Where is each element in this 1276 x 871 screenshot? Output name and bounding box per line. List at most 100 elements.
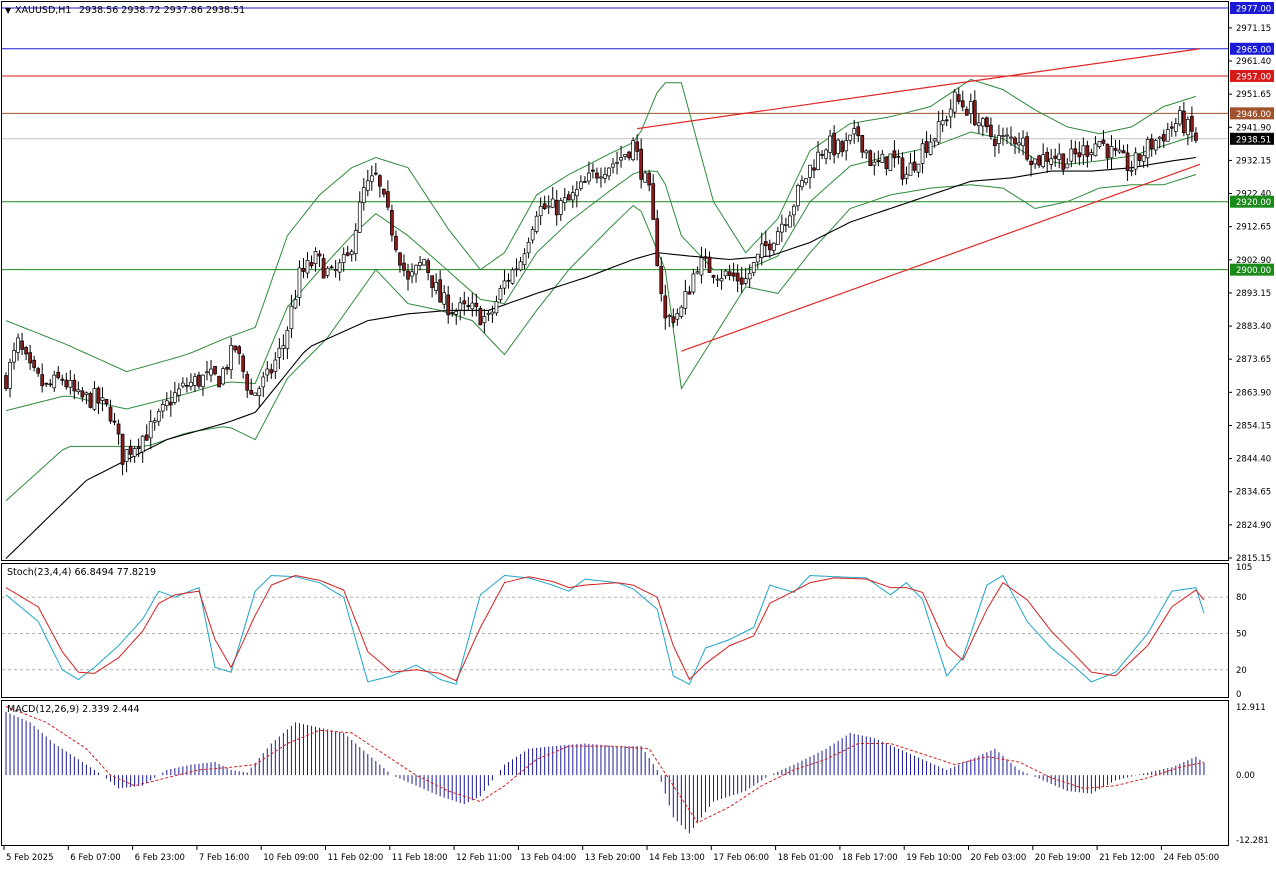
candle-bear [382,188,386,195]
candle-bear [635,141,639,152]
candle-bear [430,275,434,288]
time-tick-label: 13 Feb 20:00 [585,853,641,863]
candle-bull [414,264,418,275]
time-tick-label: 5 Feb 2025 [6,853,54,863]
candle-bear [583,181,587,183]
candle-bull [623,154,627,157]
candle-bear [876,160,881,163]
bollinger-lower [5,174,1197,502]
candle-bull [562,197,567,204]
candle-bull [723,270,728,277]
candle-bear [703,256,708,259]
candle-bear [1073,148,1078,155]
candle-bear [44,382,49,385]
candle-bull [297,267,302,298]
candle-bull [1173,123,1178,132]
price-tick-label: 2922.40 [1236,190,1271,200]
candle-bull [325,267,330,276]
candle-bull [1005,134,1009,137]
ohlc-label: 2938.56 2938.72 2937.86 2938.51 [79,5,245,16]
candle-bear [1182,110,1186,134]
candle-bull [679,306,684,317]
candle-bear [1053,155,1058,159]
candle-bull [470,302,475,310]
candle-bear [249,390,254,395]
candle-bear [450,312,455,314]
candle-bull [140,435,145,453]
price-tick-label: 2961.40 [1236,57,1271,67]
candle-bull [550,198,555,208]
macd-signal-line [5,706,1205,824]
candle-bear [763,241,768,247]
candle-bull [759,243,764,258]
candle-bull [201,374,205,387]
candle-bear [956,94,961,102]
candle-bull [546,205,551,208]
candle-bear [1149,138,1154,150]
candle-bear [474,302,479,307]
candle-bull [16,337,20,353]
candle-bear [727,271,732,276]
main-pane-frame [1,1,1229,561]
candle-bear [896,155,901,158]
candle-bull [454,310,459,315]
candle-bull [1049,158,1054,165]
candle-bull [410,271,414,277]
trend-channel [637,48,1201,352]
candle-bull [675,313,680,320]
candle-bull [1057,153,1062,160]
candle-bear [1161,134,1166,142]
candle-bear [32,359,36,368]
time-tick-label: 11 Feb 02:00 [328,853,384,863]
candle-bear [64,379,69,388]
stoch-tick-label: 20 [1236,666,1247,676]
time-tick-label: 18 Feb 17:00 [842,853,898,863]
candle-bear [739,277,744,285]
candle-bull [209,368,213,376]
candle-bear [237,346,242,354]
candle-bear [1137,153,1142,161]
candle-bull [699,257,704,276]
candle-bear [856,126,861,137]
candle-bull [124,449,129,462]
candle-bear [868,150,873,166]
candle-bull [920,143,925,164]
candle-bull [172,392,177,403]
price-tick-label: 2854.15 [1236,421,1271,431]
candle-bull [619,157,623,161]
collapse-arrow-icon[interactable]: ▼ [5,6,12,15]
candle-bull [574,189,579,197]
time-tick-label: 13 Feb 04:00 [520,853,576,863]
candle-bear [832,132,836,156]
candle-bear [462,300,467,305]
candle-bull [940,120,945,126]
candle-bull [615,161,619,164]
candle-bull [534,215,539,232]
symbol-label: XAUUSD,H1 [15,5,71,16]
candle-bull [313,250,318,265]
candle-bull [84,392,89,395]
candle-bear [108,406,113,422]
time-tick-label: 6 Feb 23:00 [135,853,185,863]
candle-bull [872,161,877,166]
candle-bear [860,134,865,153]
candle-bear [944,119,949,122]
candle-bull [788,215,792,228]
candle-bear [72,379,77,392]
candle-bull [852,128,857,135]
macd-pane-frame [1,700,1229,846]
candle-bear [48,383,53,386]
candle-bull [780,223,784,233]
candle-bull [796,184,800,207]
candle-bull [538,205,543,217]
candle-bull [888,153,893,171]
candle-bear [731,272,736,277]
candle-bear [900,157,905,180]
price-tick-label: 2893.15 [1236,289,1271,299]
candle-bull [498,288,503,301]
candle-bull [8,362,12,389]
candle-bull [514,268,519,271]
candle-bear [993,138,997,146]
level-tag [1230,107,1274,120]
